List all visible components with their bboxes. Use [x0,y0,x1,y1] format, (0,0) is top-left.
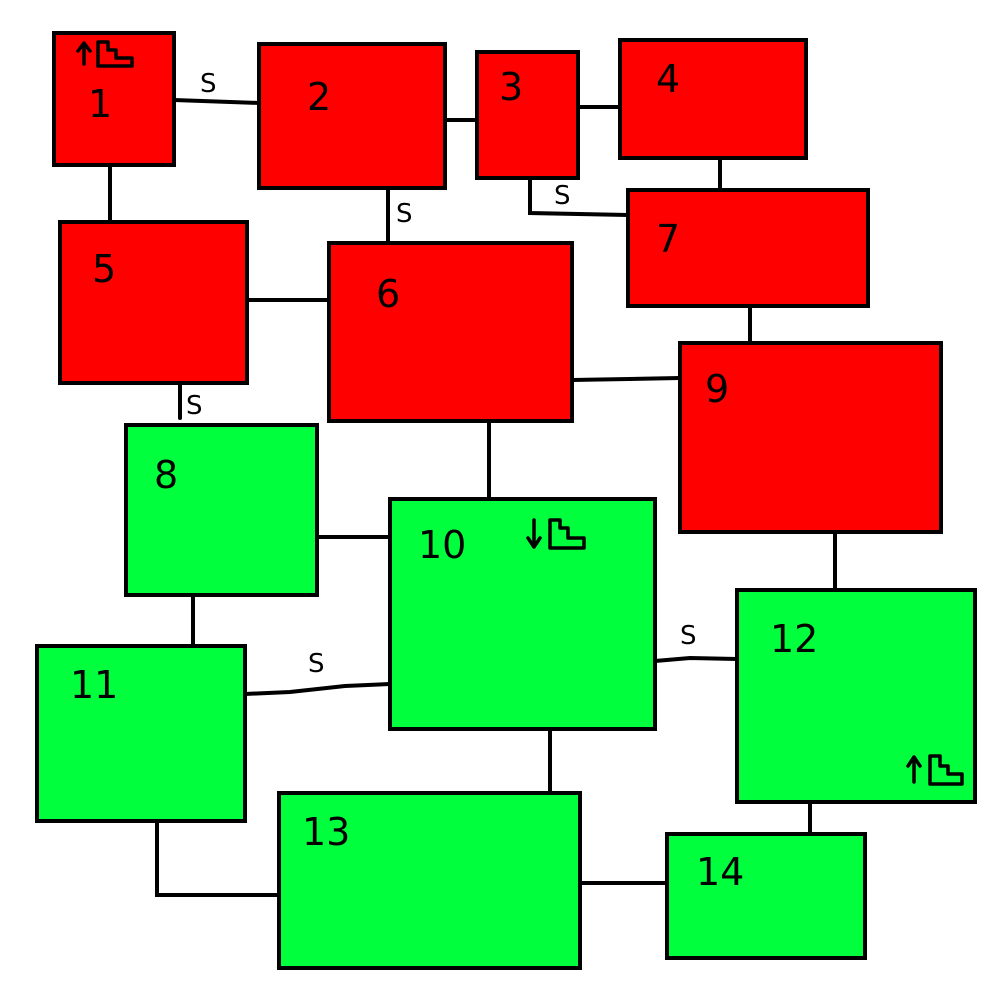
stairs-down-icon [526,518,586,550]
room-14[interactable]: 14 [665,832,867,960]
room-8-label: 8 [154,453,178,497]
connection-10-12-label: S [680,621,697,651]
room-4-box [618,38,808,160]
room-2-label: 2 [307,75,331,119]
room-4-label: 4 [656,57,680,101]
connection-3-7 [528,176,630,217]
connection-6-9 [570,376,682,382]
room-2-box [257,42,447,190]
room-12[interactable]: 12 [735,588,977,804]
connection-1-2 [172,98,262,105]
room-7[interactable]: 7 [626,188,870,308]
room-11-label: 11 [70,663,118,707]
room-8[interactable]: 8 [124,423,319,597]
connection-5-8-label: S [186,391,203,421]
connection-10-11-label: S [308,649,325,679]
room-3-label: 3 [499,65,523,109]
room-14-label: 14 [696,850,744,894]
room-10-label: 10 [418,523,466,567]
room-7-label: 7 [656,217,680,261]
connection-3-7-label: S [554,181,571,211]
connections-layer: S S S S S S [108,69,837,897]
stairs-up-icon [76,40,134,68]
room-13[interactable]: 13 [277,791,582,970]
connection-11-13 [155,819,281,897]
room-9[interactable]: 9 [678,341,943,534]
room-13-box [277,791,582,970]
connection-10-12 [653,655,739,663]
room-7-box [626,188,870,308]
connection-2-6-label: S [396,199,413,229]
room-5-box [58,220,249,385]
room-11[interactable]: 11 [35,644,247,823]
room-8-box [124,423,319,597]
room-4[interactable]: 4 [618,38,808,160]
room-12-box [735,588,977,804]
room-6[interactable]: 6 [327,241,574,423]
room-9-box [678,341,943,534]
room-13-label: 13 [302,810,350,854]
room-11-box [35,644,247,823]
room-1-box [52,31,176,167]
room-3[interactable]: 3 [475,50,580,180]
room-5-label: 5 [92,247,116,291]
room-1-label: 1 [88,82,112,126]
room-1[interactable]: 1 [52,31,176,167]
room-2[interactable]: 2 [257,42,447,190]
room-3-box [475,50,580,180]
stairs-up-icon [906,754,964,786]
rooms-layer: 1 2 3 4 5 6 7 [35,31,977,970]
connection-1-2-label: S [200,69,217,99]
connection-10-11 [243,682,392,696]
room-12-label: 12 [770,617,818,661]
room-5[interactable]: 5 [58,220,249,385]
room-9-label: 9 [705,367,729,411]
room-6-box [327,241,574,423]
room-6-label: 6 [376,272,400,316]
room-10-box [388,497,657,731]
room-10[interactable]: 10 [388,497,657,731]
room-14-box [665,832,867,960]
